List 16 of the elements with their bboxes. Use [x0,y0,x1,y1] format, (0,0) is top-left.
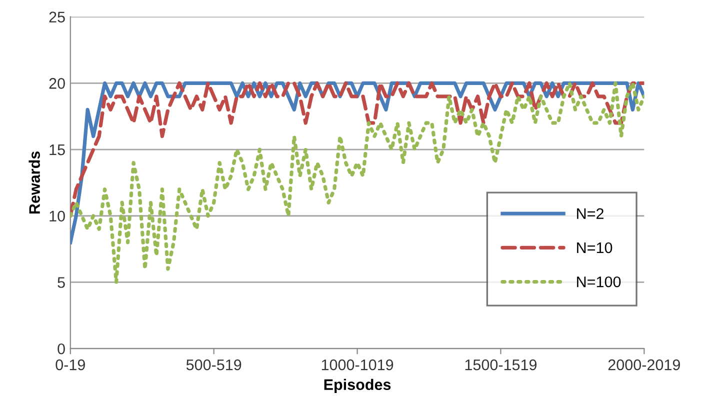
y-axis-title: Rewards [28,151,40,214]
x-tick-label: 0-19 [56,359,85,370]
y-tick-label: 15 [50,144,65,156]
y-tick-label: 0 [58,343,65,354]
x-tick-label: 1000-1019 [322,359,394,370]
legend-label: N=100 [577,276,621,288]
x-tick-label: 500-519 [186,359,242,370]
y-tick-label: 20 [49,78,65,89]
x-tick-label: 1500-1519 [465,359,537,370]
x-tick-label: 2000-2019 [608,359,680,370]
legend-label: N=2 [577,208,604,219]
x-axis-title: Episodes [324,378,391,394]
y-tick-label: 10 [50,210,65,222]
legend-label: N=10 [577,242,612,254]
y-tick-label: 5 [58,277,65,288]
y-tick-label: 25 [49,12,65,22]
